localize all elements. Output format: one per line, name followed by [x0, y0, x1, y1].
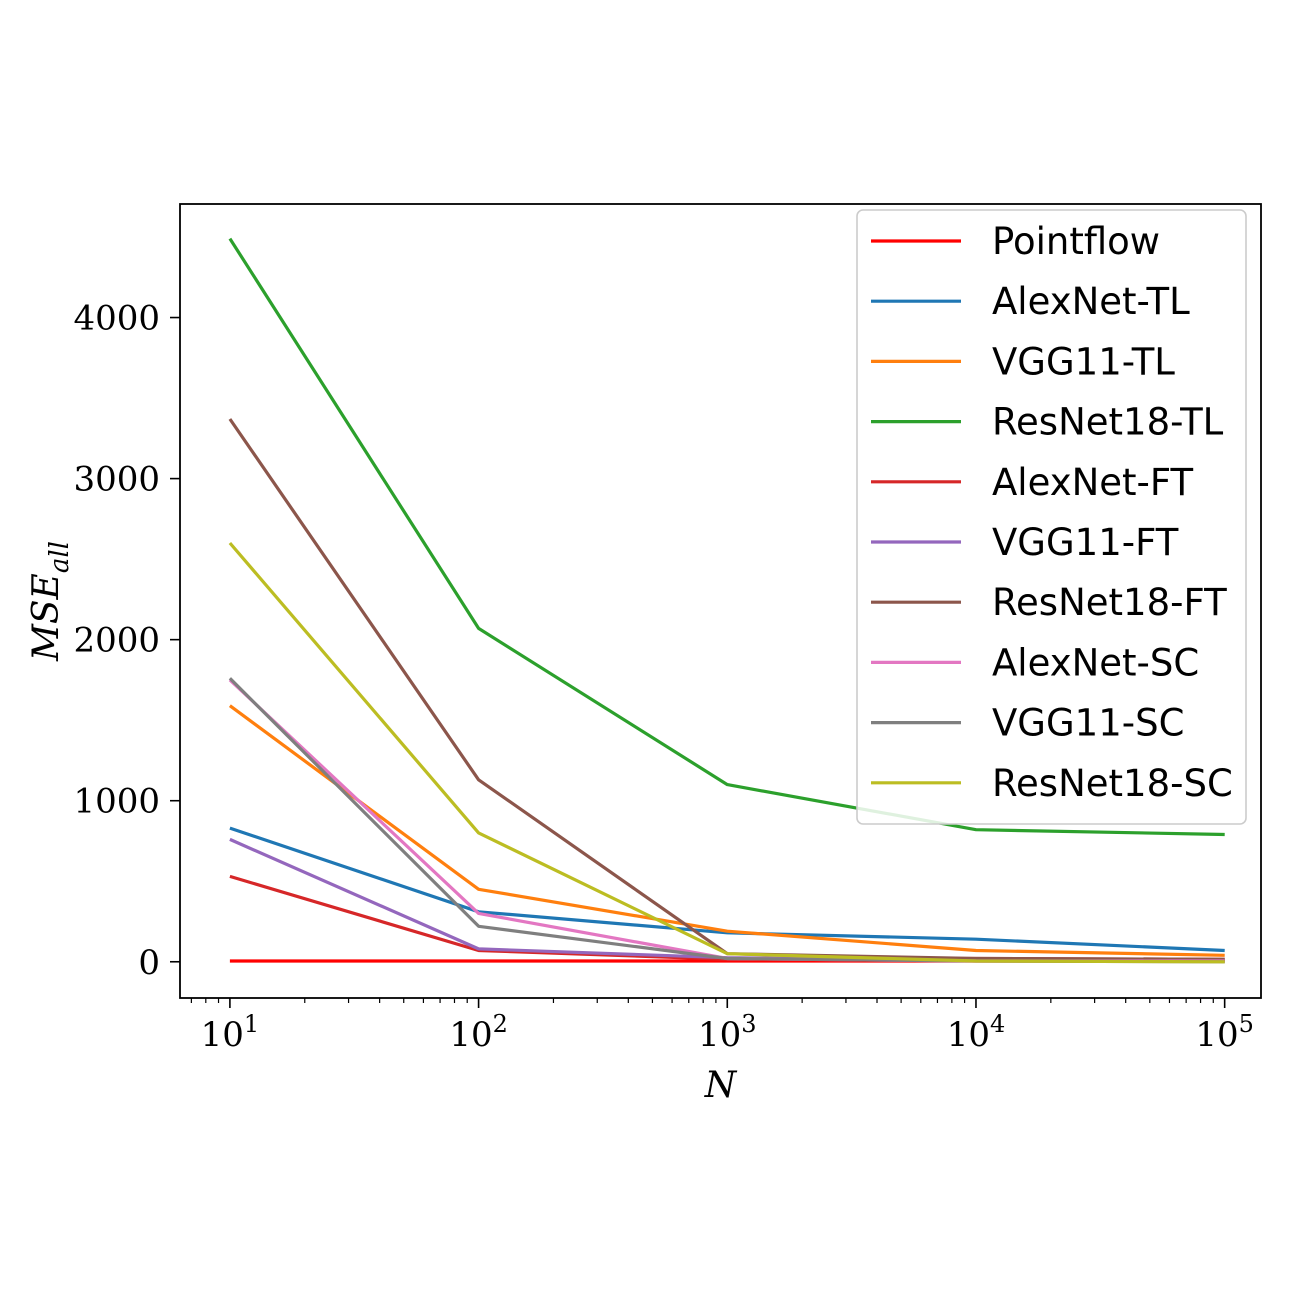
axes: 101 102 103 104 105 0 1000 2000 3000 4000 N MSEall [26, 203, 1262, 1106]
y-tick-label: 1000 [73, 782, 160, 822]
x-tick-label: 101 [201, 1010, 260, 1055]
y-tick-label: 3000 [73, 460, 160, 500]
series-line-9 [228, 541, 1225, 964]
legend-label-4: AlexNet-FT [992, 461, 1194, 504]
plot-frame [179, 203, 1262, 999]
y-tick-label: 0 [138, 943, 160, 983]
plot-area [228, 237, 1225, 964]
x-tick-label: 102 [449, 1010, 508, 1055]
legend-label-9: ResNet18-SC [992, 762, 1233, 805]
y-axis-label: MSEall [26, 541, 75, 662]
x-tick-label: 104 [947, 1010, 1006, 1055]
x-axis-label: N [704, 1065, 738, 1106]
legend-label-2: VGG11-TL [992, 340, 1175, 383]
series-line-2 [228, 704, 1225, 957]
legend-label-5: VGG11-FT [992, 521, 1179, 564]
legend-box [856, 209, 1247, 825]
legend-label-0: Pointflow [992, 220, 1160, 263]
legend-label-6: ResNet18-FT [992, 581, 1227, 624]
x-tick-label: 103 [698, 1010, 757, 1055]
legend-label-8: VGG11-SC [992, 702, 1184, 745]
y-tick-label: 4000 [73, 299, 160, 339]
legend-label-7: AlexNet-SC [992, 641, 1199, 684]
y-tick-label: 2000 [73, 621, 160, 661]
x-tick-label: 105 [1195, 1010, 1254, 1055]
series-line-4 [229, 874, 1225, 961]
series-line-3 [228, 237, 1225, 837]
legend-label-1: AlexNet-TL [992, 280, 1190, 323]
legend: Pointflow AlexNet-TL VGG11-TL ResNet18-TL Al… [856, 209, 1247, 825]
legend-label-3: ResNet18-TL [992, 401, 1224, 444]
